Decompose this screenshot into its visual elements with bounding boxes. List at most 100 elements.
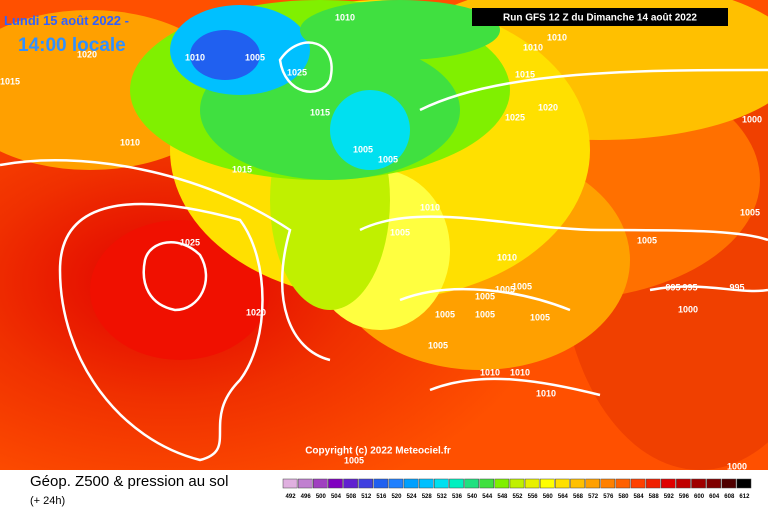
colorbar-cell — [282, 478, 298, 489]
colorbar-label: 560 — [543, 494, 554, 500]
colorbar-cell — [539, 478, 555, 489]
isobar-label: 1005 — [344, 455, 364, 465]
colorbar-cell — [403, 478, 419, 489]
colorbar-cell — [449, 478, 464, 489]
colorbar-cell — [630, 478, 646, 489]
colorbar-label: 600 — [694, 494, 705, 500]
colorbar-label: 528 — [422, 494, 433, 500]
isobar-label: 1020 — [246, 307, 266, 317]
colorbar-cell — [479, 478, 495, 489]
isobar-label: 1025 — [180, 237, 200, 247]
colorbar-label: 500 — [316, 494, 327, 500]
height-field — [0, 0, 768, 470]
colorbar-label: 552 — [512, 494, 523, 500]
colorbar-cell — [691, 478, 706, 489]
colorbar: 492 496 500 504 508 512 516 520 524 528 532 536 540 5… — [282, 478, 752, 500]
colorbar-label: 608 — [724, 494, 735, 500]
colorbar-label: 568 — [573, 494, 584, 500]
colorbar-label: 544 — [482, 494, 493, 500]
isobar-label: 1010 — [335, 12, 355, 22]
colorbar-cell — [660, 478, 676, 489]
colorbar-cell — [585, 478, 600, 489]
colorbar-label: 520 — [391, 494, 402, 500]
colorbar-cell — [434, 478, 449, 489]
colorbar-cell — [297, 478, 313, 489]
colorbar-cell — [645, 478, 661, 489]
isobar-label: 1010 — [523, 42, 543, 52]
isobar-label: 1005 — [740, 207, 760, 217]
isobar-label: 1005 — [435, 309, 455, 319]
colorbar-cell — [343, 478, 358, 489]
colorbar-cell — [676, 478, 691, 489]
isobar-label: 1020 — [77, 49, 97, 59]
colorbar-label: 496 — [301, 494, 312, 500]
footer — [0, 470, 768, 512]
isobar-label: 995 — [665, 282, 680, 292]
colorbar-label: 492 — [286, 494, 297, 500]
isobar-label: 1010 — [480, 367, 500, 377]
isobars — [0, 41, 768, 462]
colorbar-cell — [600, 478, 616, 489]
isobar-label: 1020 — [538, 102, 558, 112]
colorbar-cell — [328, 478, 343, 489]
isobar-label: 1000 — [727, 461, 747, 471]
colorbar-label: 556 — [528, 494, 539, 500]
colorbar-cell — [358, 478, 374, 489]
colorbar-cell — [373, 478, 389, 489]
isobar-label: 1010 — [497, 252, 517, 262]
isobar-label: 1005 — [495, 284, 515, 294]
colorbar-label: 536 — [452, 494, 463, 500]
colorbar-label: 604 — [709, 494, 720, 500]
colorbar-cell — [615, 478, 631, 489]
colorbar-cell — [464, 478, 479, 489]
colorbar-cell — [570, 478, 585, 489]
footer-subtitle: (+ 24h) — [30, 495, 65, 507]
colorbar-label: 584 — [634, 494, 645, 500]
isobar-label: 1010 — [120, 137, 140, 147]
isobar-label: 1005 — [390, 227, 410, 237]
colorbar-label: 548 — [497, 494, 508, 500]
colorbar-cell — [494, 478, 510, 489]
colorbar-label: 564 — [558, 494, 569, 500]
copyright: Copyright (c) 2022 Meteociel.fr — [305, 446, 451, 457]
isobar-label: 1025 — [505, 112, 525, 122]
colorbar-cell — [313, 478, 328, 489]
isobar-label: 1010 — [536, 388, 556, 398]
isobar-label: 1010 — [420, 202, 440, 212]
isobar-label: 1005 — [378, 154, 398, 164]
colorbar-label: 540 — [467, 494, 478, 500]
isobar-label: 1005 — [475, 291, 495, 301]
colorbar-cell — [736, 478, 752, 489]
colorbar-label: 596 — [679, 494, 690, 500]
colorbar-label: 576 — [603, 494, 614, 500]
colorbar-label: 612 — [739, 494, 750, 500]
isobar-label: 1015 — [232, 164, 252, 174]
colorbar-label: 572 — [588, 494, 599, 500]
date-line: Lundi 15 août 2022 - — [4, 13, 129, 28]
colorbar-cell — [721, 478, 737, 489]
isobar-label: 1005 — [428, 340, 448, 350]
isobar-label: 1015 — [0, 76, 20, 86]
colorbar-label: 532 — [437, 494, 448, 500]
isobar-label: 1005 — [530, 312, 550, 322]
isobar-label: 1005 — [353, 144, 373, 154]
isobar-label: 995 — [729, 282, 744, 292]
colorbar-cell — [524, 478, 540, 489]
isobar-label: 1005 — [637, 235, 657, 245]
colorbar-label: 580 — [618, 494, 629, 500]
isobar-label: 1000 — [742, 114, 762, 124]
colorbar-cell — [706, 478, 721, 489]
isobar-labels: 1010 1005 1025 1010 1010 1010 1015 1020 1025 1020… — [0, 12, 762, 471]
footer-title: Géop. Z500 & pression au sol — [30, 473, 228, 490]
isobar-label: 1010 — [547, 32, 567, 42]
run-label-box — [472, 8, 728, 26]
isobar-label: 1010 — [510, 367, 530, 377]
colorbar-cell — [388, 478, 404, 489]
colorbar-label: 508 — [346, 494, 357, 500]
colorbar-label: 516 — [376, 494, 387, 500]
isobar-label: 1010 — [185, 52, 205, 62]
colorbar-cell — [418, 478, 434, 489]
isobar-label: 1000 — [678, 304, 698, 314]
isobar-label: 1015 — [515, 69, 535, 79]
